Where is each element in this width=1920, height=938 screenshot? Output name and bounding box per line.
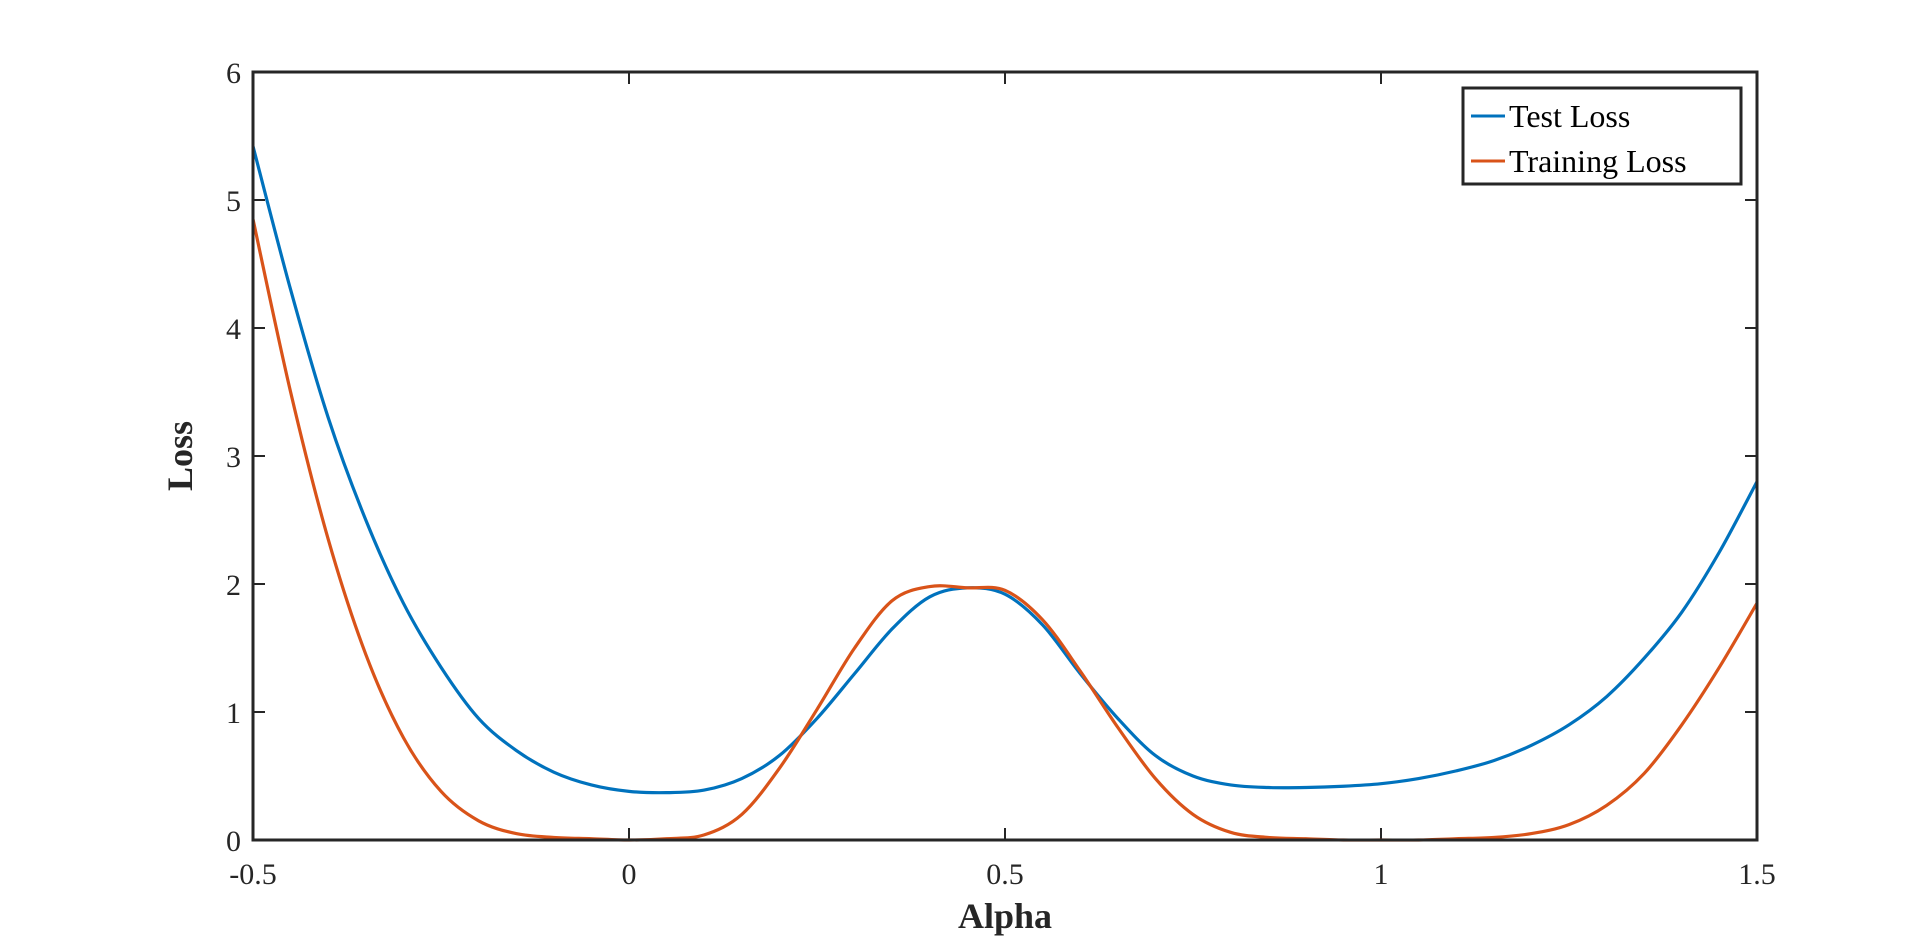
series-lines bbox=[251, 145, 1759, 842]
x-tick-labels: -0.5 0 0.5 1 1.5 bbox=[229, 858, 1776, 891]
x-axis-title: Alpha bbox=[958, 896, 1052, 936]
x-tick-label: -0.5 bbox=[229, 858, 277, 891]
y-tick-label: 5 bbox=[226, 185, 241, 218]
y-tick-label: 6 bbox=[226, 57, 241, 90]
legend: Test Loss Training Loss bbox=[1461, 86, 1743, 186]
y-tick-label: 0 bbox=[226, 825, 241, 858]
legend-label-training-loss: Training Loss bbox=[1509, 143, 1687, 179]
x-tick-label: 1 bbox=[1374, 858, 1389, 891]
y-tick-labels: 0 1 2 3 4 5 6 bbox=[226, 57, 241, 858]
y-tick-label: 3 bbox=[226, 441, 241, 474]
y-tick-label: 4 bbox=[226, 313, 241, 346]
x-tick-label: 0 bbox=[622, 858, 637, 891]
x-tick-label: 1.5 bbox=[1738, 858, 1776, 891]
x-tick-label: 0.5 bbox=[986, 858, 1024, 891]
y-tick-label: 1 bbox=[226, 697, 241, 730]
axes-box bbox=[251, 70, 1759, 842]
axes-frame bbox=[251, 70, 1759, 842]
legend-label-test-loss: Test Loss bbox=[1509, 98, 1630, 134]
legend-box bbox=[1461, 86, 1743, 186]
plot-area bbox=[251, 70, 1759, 842]
y-tick-label: 2 bbox=[226, 569, 241, 602]
y-axis-title: Loss bbox=[160, 421, 200, 491]
series-line-training-loss bbox=[251, 218, 1759, 842]
